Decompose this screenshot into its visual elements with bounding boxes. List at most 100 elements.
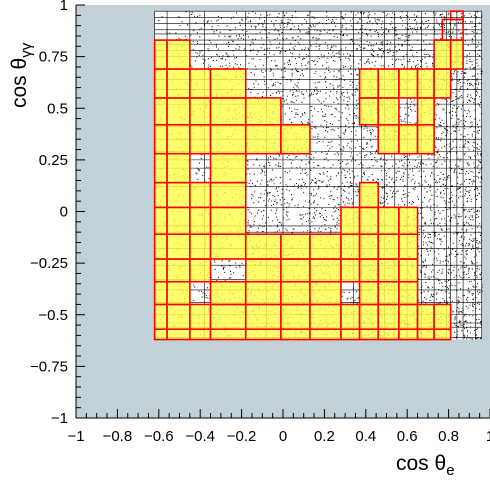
- bin-cell: [433, 328, 452, 341]
- y-tick-labels: 1 0.75 0.5 0.25 0 −0.25 −0.5 −0.75 −1: [30, 0, 68, 427]
- bin-cell: [309, 258, 342, 283]
- bin-cell: [358, 303, 380, 331]
- bin-cell: [377, 328, 400, 341]
- bin-cell: [433, 303, 452, 331]
- bin-cell: [358, 258, 380, 283]
- y-tick-label: 0.25: [39, 152, 68, 169]
- bin-cell: [153, 258, 168, 283]
- bin-cell: [398, 123, 419, 155]
- y-axis-title: cos θγγ: [8, 42, 35, 108]
- bin-cell: [358, 280, 380, 306]
- bin-cell: [280, 328, 311, 341]
- x-tick-label: −1: [67, 428, 84, 445]
- bin-cell: [166, 68, 191, 99]
- x-tick-label: 0.4: [355, 428, 376, 445]
- bin-cell: [189, 258, 212, 283]
- bin-cell: [309, 328, 342, 341]
- bin-cell: [166, 258, 191, 283]
- bin-cell: [416, 97, 435, 126]
- bin-cell: [244, 123, 282, 155]
- bin-cell: [377, 233, 400, 260]
- y-tick-label: −0.25: [30, 255, 68, 272]
- bin-cell: [340, 258, 361, 283]
- bin-cell: [433, 68, 452, 99]
- bin-cell: [244, 303, 282, 331]
- bin-cell: [153, 303, 168, 331]
- bin-cell: [166, 181, 191, 209]
- bin-cell: [153, 280, 168, 306]
- x-tick-label: −0.6: [144, 428, 174, 445]
- bin-cell: [340, 206, 361, 236]
- y-tick-label: 0.75: [39, 49, 68, 66]
- bin-cell: [244, 328, 282, 341]
- bin-cell: [433, 39, 452, 70]
- bin-cell: [189, 68, 212, 99]
- bin-cell: [309, 280, 342, 306]
- bin-cell: [189, 97, 212, 126]
- bin-cell: [153, 233, 168, 260]
- bin-cell: [244, 97, 282, 126]
- x-tick-label: 1: [486, 428, 490, 445]
- bin-cell: [358, 181, 380, 209]
- bin-cell: [153, 97, 168, 126]
- bin-cell: [153, 152, 168, 184]
- bin-cell: [449, 39, 464, 70]
- bin-cell: [209, 68, 247, 99]
- bin-cell: [280, 233, 311, 260]
- bin-cell: [416, 68, 435, 99]
- bin-cell: [309, 233, 342, 260]
- bin-cells: [153, 10, 464, 341]
- y-tick-label: 1: [60, 0, 68, 14]
- y-tick-label: −0.75: [30, 358, 68, 375]
- y-tick-label: −1: [51, 410, 68, 427]
- bin-cell: [398, 258, 419, 283]
- bin-cell: [209, 280, 247, 306]
- bin-cell: [209, 206, 247, 236]
- bin-cell: [153, 39, 168, 70]
- bin-cell: [209, 328, 247, 341]
- x-tick-labels: −1 −0.8 −0.6 −0.4 −0.2 0 0.2 0.4 0.6 0.8 1: [67, 428, 490, 445]
- bin-cell: [398, 206, 419, 236]
- y-tick-label: 0: [60, 204, 68, 221]
- bin-cell: [166, 123, 191, 155]
- bin-cell: [166, 303, 191, 331]
- x-tick-label: 0: [279, 428, 287, 445]
- bin-cell: [377, 206, 400, 236]
- bin-cell: [244, 258, 282, 283]
- y-tick-label: 0.5: [47, 100, 68, 117]
- bin-cell: [189, 303, 212, 331]
- bin-cell: [153, 123, 168, 155]
- bin-cell: [244, 280, 282, 306]
- bin-cell: [280, 303, 311, 331]
- bin-cell: [398, 233, 419, 260]
- bin-cell: [209, 181, 247, 209]
- bin-cell: [377, 97, 400, 126]
- x-tick-label: −0.4: [185, 428, 215, 445]
- bin-cell: [209, 123, 247, 155]
- x-tick-label: 0.6: [397, 428, 418, 445]
- bin-cell: [153, 206, 168, 236]
- bin-cell: [398, 68, 419, 99]
- bin-cell: [377, 303, 400, 331]
- bin-cell: [280, 280, 311, 306]
- bin-cell: [280, 258, 311, 283]
- bin-cell: [340, 328, 361, 341]
- bin-cell: [416, 303, 435, 331]
- bin-cell: [377, 123, 400, 155]
- bin-cell: [166, 97, 191, 126]
- bin-cell: [153, 181, 168, 209]
- x-axis-title: cos θe: [396, 452, 455, 479]
- bin-cell-outline: [449, 10, 464, 21]
- bin-cell: [398, 328, 419, 341]
- bin-cell: [377, 68, 400, 99]
- x-tick-label: −0.8: [103, 428, 133, 445]
- bin-cell: [209, 152, 247, 184]
- bin-cell: [189, 206, 212, 236]
- bin-cell: [398, 280, 419, 306]
- bin-cell: [416, 123, 435, 155]
- bin-cell: [280, 123, 311, 155]
- bin-cell: [358, 328, 380, 341]
- bin-cell: [244, 233, 282, 260]
- bin-cell: [166, 206, 191, 236]
